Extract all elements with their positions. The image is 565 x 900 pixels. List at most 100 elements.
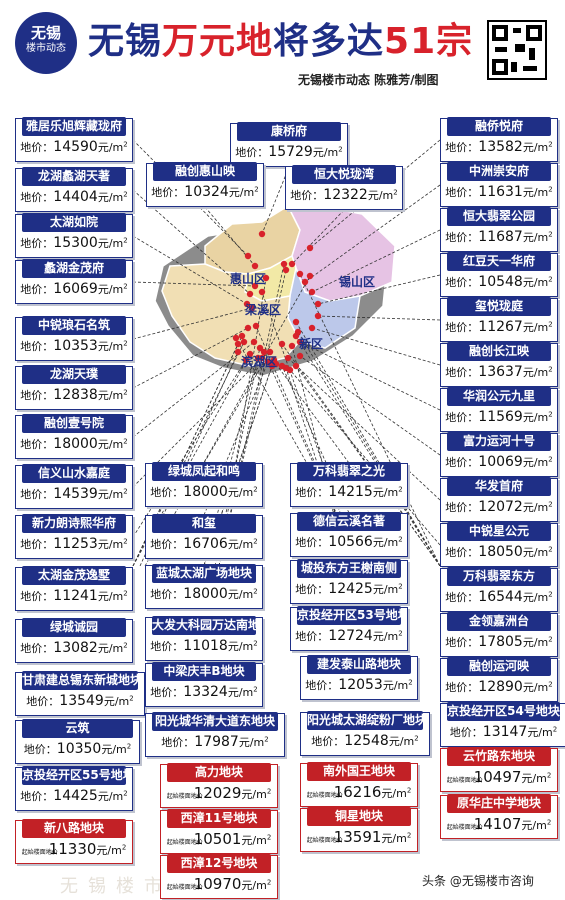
price-label: 地价： [20,488,54,501]
plot-name: 中洲崇安府 [447,162,551,181]
price-label: 地价： [161,736,195,749]
price-unit: 元/m2 [97,140,128,154]
plot-price: 地价：12724元/m2 [291,628,407,644]
land-plot-card: 万科翡翠之光 地价：14215元/m2 [290,462,408,507]
plot-name: 玺悦珑庭 [447,297,551,316]
land-plot-card: 中锐琅石名筑 地价：10353元/m2 [15,316,133,361]
land-plot-card: 蠡湖金茂府 地价：16069元/m2 [15,259,133,304]
plot-name: 华发首府 [447,477,551,496]
price-label: 地价： [20,438,54,451]
district-label: 惠山区 [230,271,266,286]
price-unit: 元/m2 [97,437,128,451]
plot-name: 阳光城太湖绽粉厂地块 [307,711,423,730]
land-plot-card: 西漳11号地块 起始楼面地价10501元/m2 [160,809,278,854]
land-plot-card: 云竹路东地块 起始楼面地价10497元/m2 [440,747,558,792]
price-value: 13082 [53,640,98,656]
leader-line [263,351,360,566]
plot-name: 西漳11号地块 [167,809,271,828]
price-label: 地价： [20,538,54,551]
plot-location-dot [280,260,288,268]
land-plot-card: 融创运河映 地价：12890元/m2 [440,657,558,702]
plot-price: 地价：12072元/m2 [441,499,557,515]
price-unit: 元/m2 [522,500,553,514]
leader-line [132,307,253,340]
plot-name: 阳光城华清大道东地块 [152,712,278,731]
plot-price: 起始楼面地价10497元/m2 [441,768,557,786]
price-unit: 元/m2 [97,236,128,250]
price-label: 地价： [150,640,184,653]
price-unit: 元/m2 [238,735,269,749]
price-label: 地价： [445,681,479,694]
price-label: 地价： [23,743,57,756]
plot-price: 地价：18000元/m2 [16,436,132,452]
plot-price: 地价：11267元/m2 [441,319,557,335]
price-label: 地价： [311,735,345,748]
price-label: 地价： [150,486,184,499]
land-plot-card: 绿城凤起和鸣 地价：18000元/m2 [145,462,263,507]
plot-price: 起始楼面地价10501元/m2 [161,830,277,848]
plot-location-dot [234,340,242,348]
plot-name: 雅居乐旭辉藏珑府 [22,117,126,136]
leader-line [317,274,441,305]
leader-line [291,209,345,265]
price-unit: 元/m2 [241,878,272,892]
plot-location-dot [278,340,286,348]
price-label: 地价： [445,636,479,649]
plot-price: 地价：11018元/m2 [146,638,262,654]
district-label: 锡山区 [339,274,375,289]
price-unit: 元/m2 [97,641,128,655]
land-plot-card: 富力运河十号 地价：10069元/m2 [440,432,558,477]
district-label: 新区 [299,336,323,351]
leader-line [309,139,441,249]
price-unit: 元/m2 [227,485,258,499]
title-part4: 51宗 [384,21,474,62]
price-unit: 元/m2 [382,678,413,692]
price-label: 地价： [20,590,54,603]
price-value: 14404 [53,189,98,205]
plot-name: 华润公元九里 [447,387,551,406]
price-label: 地价： [445,186,479,199]
price-label: 地价： [20,340,54,353]
price-value: 16216 [333,783,382,801]
leader-line [132,327,249,389]
price-label: 地价： [150,588,184,601]
price-unit: 元/m2 [312,145,343,159]
plot-price: 地价：14539元/m2 [16,486,132,502]
price-value: 17805 [478,634,523,650]
land-plot-card: 南外国王地块 起始楼面地价16216元/m2 [300,762,418,807]
plot-price: 地价：13324元/m2 [146,684,262,700]
price-value: 10350 [56,741,102,757]
land-plot-card: 龙湖蠡湖天著 地价：14404元/m2 [15,167,133,212]
price-unit: 元/m2 [227,587,258,601]
plot-name: 太湖如院 [22,213,126,232]
price-label: 地价： [150,538,184,551]
price-label: 地价： [151,186,185,199]
land-plot-card: 京投经开区54号地块 地价：13147元/m2 [440,702,565,747]
title-part2: 万元地 [162,21,274,62]
byline: 无锡楼市动态 陈雅芳/制图 [298,73,439,87]
price-label: 起始楼面地价 [306,792,343,799]
plot-name: 融创长江映 [447,342,551,361]
plot-name: 康桥府 [237,122,341,141]
plot-location-dot [308,324,316,332]
price-unit: 元/m2 [521,818,552,832]
land-plot-card: 绿城诚园 地价：13082元/m2 [15,618,133,663]
price-unit: 元/m2 [227,685,258,699]
plot-price: 地价：10548元/m2 [441,274,557,290]
land-plot-card: 德信云溪名著 地价：10566元/m2 [290,512,408,557]
district-label: 梁溪区 [244,302,281,317]
land-plot-card: 恒大翡翠公园 地价：11687元/m2 [440,207,558,252]
price-unit: 元/m2 [103,694,134,708]
plot-name: 绿城凤起和鸣 [152,462,256,481]
plot-price: 地价：17987元/m2 [146,734,284,750]
plot-price: 地价：11631元/m2 [441,184,557,200]
price-unit: 元/m2 [97,282,128,296]
land-plot-card: 建发泰山路地块 地价：12053元/m2 [300,655,418,700]
price-unit: 元/m2 [522,185,553,199]
price-value: 12029 [193,784,242,802]
plot-location-dot [246,290,254,298]
price-value: 12072 [478,499,523,515]
price-value: 12838 [53,387,98,403]
price-value: 10324 [184,184,229,200]
plot-location-dot [260,348,268,356]
